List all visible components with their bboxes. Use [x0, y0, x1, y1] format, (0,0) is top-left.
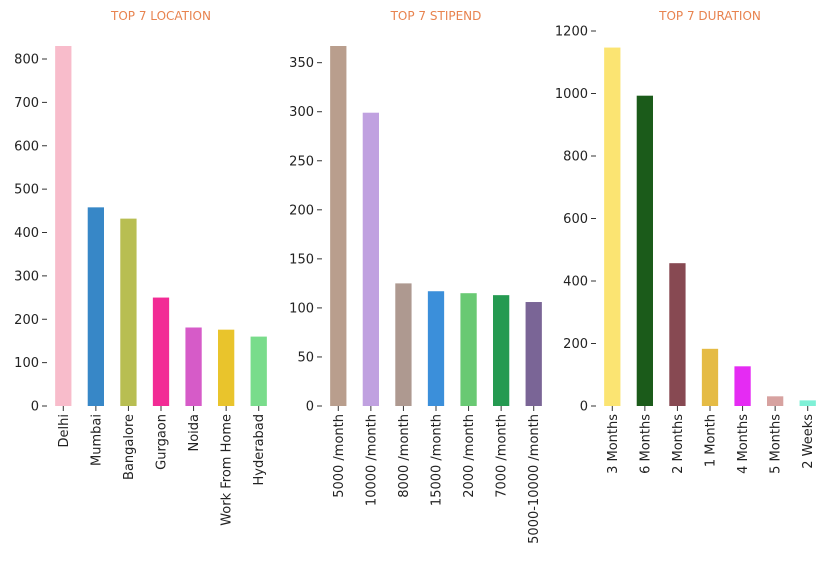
bar-2-weeks	[799, 400, 816, 406]
bar-10000-month	[362, 112, 379, 406]
y-tick-label: 100	[14, 356, 39, 371]
x-tick-label: Mumbai	[89, 414, 104, 466]
x-tick-label: Noida	[187, 414, 202, 452]
y-tick-label: 600	[14, 139, 39, 154]
y-tick-label: 1200	[555, 25, 588, 40]
x-tick-label: Bangalore	[122, 414, 137, 480]
x-tick-label: 2 Weeks	[801, 414, 816, 469]
bar-5-months	[767, 396, 784, 406]
x-tick-label: 10000 /month	[364, 414, 379, 506]
bar-1-month	[701, 348, 719, 406]
x-tick-label: Gurgaon	[155, 414, 170, 470]
bar-3-months	[604, 47, 621, 406]
x-tick-label: 7000 /month	[495, 414, 510, 498]
y-tick-label: 0	[306, 400, 314, 415]
chart-title: TOP 7 DURATION	[658, 9, 761, 23]
bar-gurgaon	[152, 297, 170, 406]
chart-title: TOP 7 STIPEND	[390, 9, 482, 23]
chart-panel-2: TOP 7 STIPEND 0 50 100 150 200 250 300 350 5000 /…	[289, 9, 542, 544]
chart-title: TOP 7 LOCATION	[110, 9, 211, 23]
y-tick-label: 400	[14, 226, 39, 241]
x-tick-label: 8000 /month	[397, 414, 412, 498]
x-tick-label: Delhi	[57, 414, 72, 447]
y-tick-label: 500	[14, 183, 39, 198]
x-tick-label: 3 Months	[606, 414, 621, 474]
x-tick-label: 6 Months	[638, 414, 653, 474]
y-tick-label: 150	[289, 252, 314, 267]
y-tick-label: 300	[289, 105, 314, 120]
y-tick-label: 200	[289, 203, 314, 218]
y-tick-label: 350	[289, 56, 314, 71]
bar-7000-month	[493, 295, 510, 406]
x-tick-label: 2000 /month	[462, 414, 477, 498]
x-tick-label: 2 Months	[671, 414, 686, 474]
y-tick-label: 200	[14, 313, 39, 328]
y-tick-label: 0	[31, 400, 39, 415]
bar-8000-month	[395, 283, 412, 406]
bar-15000-month	[427, 291, 445, 406]
bar-6-months	[636, 95, 653, 406]
x-tick-label: 5 Months	[769, 414, 784, 474]
bar-hyderabad	[250, 336, 267, 406]
bar-2000-month	[460, 293, 477, 406]
y-tick-label: 600	[563, 212, 588, 227]
bar-work-from-home	[218, 329, 235, 406]
bar-2-months	[669, 263, 686, 406]
bar-5000-month	[330, 46, 347, 406]
y-tick-label: 1000	[555, 87, 588, 102]
y-tick-label: 800	[14, 53, 39, 68]
x-tick-label: Hyderabad	[252, 414, 267, 486]
y-tick-label: 250	[289, 154, 314, 169]
bar-4-months	[734, 366, 751, 406]
x-tick-label: 4 Months	[736, 414, 751, 474]
x-tick-label: 1 Month	[704, 414, 719, 467]
x-tick-label: 15000 /month	[430, 414, 445, 506]
chart-panel-3: TOP 7 DURATION 0 200 400 600 800 1000 1200 3 Mon…	[555, 9, 816, 474]
bar-delhi	[55, 46, 72, 406]
y-tick-label: 50	[297, 350, 314, 365]
chart-panel-1: TOP 7 LOCATION 0 100 200 300 400 500 600 700 800 D…	[14, 9, 267, 526]
bar-5000-10000-month	[525, 302, 542, 406]
x-tick-label: 5000 /month	[332, 414, 347, 498]
y-tick-label: 300	[14, 269, 39, 284]
bar-noida	[185, 327, 202, 406]
y-tick-label: 100	[289, 301, 314, 316]
x-tick-label: Work From Home	[220, 414, 235, 526]
y-tick-label: 400	[563, 275, 588, 290]
y-tick-label: 800	[563, 150, 588, 165]
y-tick-label: 0	[580, 400, 588, 415]
bar-bangalore	[120, 218, 137, 406]
bar-mumbai	[87, 207, 104, 406]
y-tick-label: 700	[14, 96, 39, 111]
y-tick-label: 200	[563, 337, 588, 352]
x-tick-label: 5000-10000 /month	[527, 414, 542, 544]
